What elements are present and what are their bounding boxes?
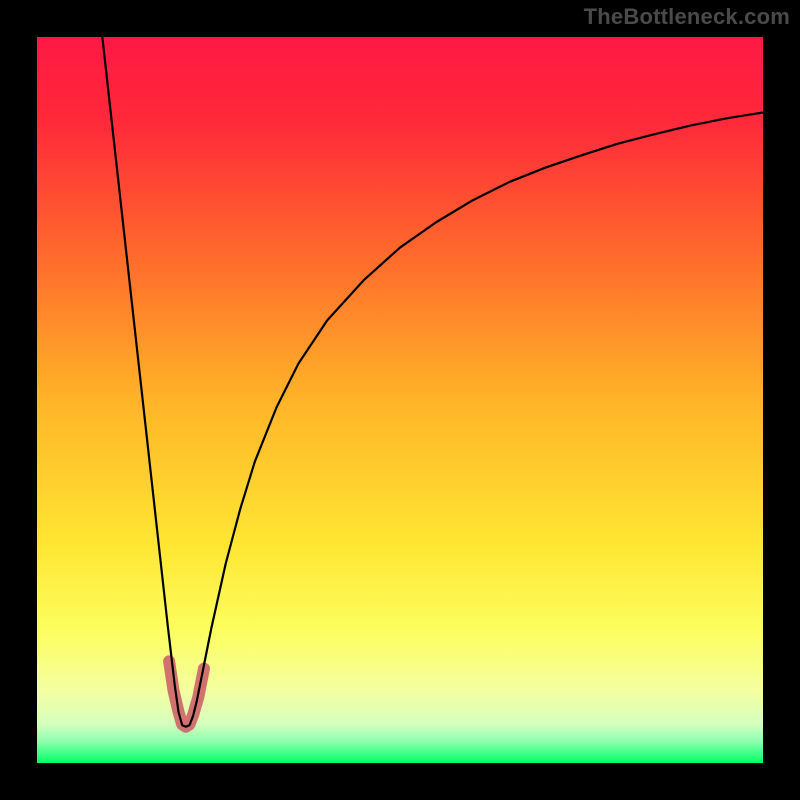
gradient-background [37, 37, 763, 763]
watermark-text: TheBottleneck.com [584, 4, 790, 30]
plot-svg [37, 37, 763, 763]
chart-root: { "watermark": { "text": "TheBottleneck.… [0, 0, 800, 800]
plot-area [37, 37, 763, 763]
